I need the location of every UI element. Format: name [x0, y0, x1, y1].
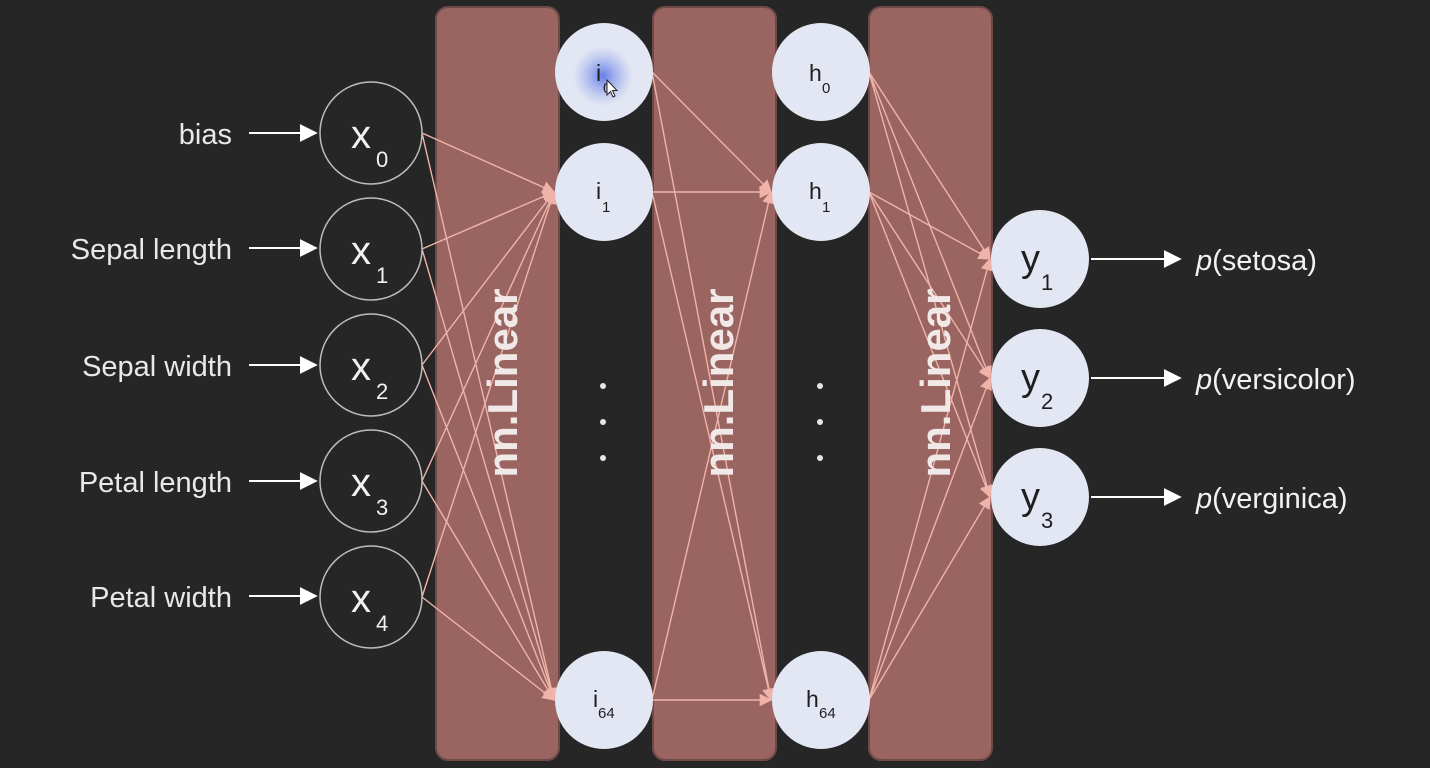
edge-x4-i64 — [421, 596, 555, 701]
input-node-x3-var: x — [351, 461, 371, 505]
output-node-y2-sub: 2 — [1041, 389, 1053, 414]
input-node-x2 — [319, 313, 423, 417]
output-prob-verginica: p(verginica) — [1195, 483, 1348, 515]
edge-x1-i64 — [421, 248, 557, 702]
linear-layer-1-label: nn.Linear — [479, 288, 526, 477]
hidden1-node-i0-var: i — [596, 60, 601, 86]
ellipsis-dot-1a — [600, 383, 606, 389]
output-node-y2 — [991, 329, 1089, 427]
input-node-x0-var: x — [351, 113, 371, 157]
layer-bands — [435, 6, 993, 761]
hidden2-node-h1-sub: 1 — [822, 199, 830, 216]
output-node-y3-sub: 3 — [1041, 508, 1053, 533]
edge-h64-y1 — [868, 257, 994, 701]
edge-h64-y3 — [868, 495, 991, 701]
output-nodes: y 1 y 2 y 3 — [991, 210, 1089, 546]
edge-h1-y1 — [868, 191, 992, 260]
input-label-bias: bias — [179, 119, 232, 151]
output-labels: p(setosa) p(versicolor) p(verginica) — [1091, 245, 1356, 515]
output-node-y1-var: y — [1021, 238, 1040, 280]
edge-x0-i64 — [421, 132, 558, 702]
edge-x3-i1 — [421, 190, 556, 482]
output-node-y1 — [991, 210, 1089, 308]
edge-x3-i64 — [421, 480, 555, 702]
input-node-x2-var: x — [351, 345, 371, 389]
input-label-petal-width: Petal width — [90, 582, 232, 614]
ellipsis-dot-2b — [817, 419, 823, 425]
output-prob-versicolor: p(versicolor) — [1195, 364, 1356, 396]
hidden1-node-i64 — [555, 651, 653, 749]
edge-h0-y1 — [868, 71, 991, 261]
edge-x1-i1 — [421, 190, 556, 250]
ellipsis-dot-1b — [600, 419, 606, 425]
hidden2-node-h1-var: h — [809, 178, 822, 204]
hidden2-node-h64-sub: 64 — [819, 705, 836, 722]
hidden-layer-2-nodes: h 0 h 1 h 64 — [772, 23, 870, 749]
mouse-pointer-icon — [606, 78, 619, 98]
input-label-petal-length: Petal length — [79, 467, 232, 499]
input-node-x1-var: x — [351, 229, 371, 273]
hidden1-node-i1-var: i — [596, 178, 601, 204]
output-node-y3 — [991, 448, 1089, 546]
edge-x0-i1 — [421, 132, 556, 194]
input-node-x4-var: x — [351, 577, 371, 621]
hidden2-node-h0-sub: 0 — [822, 80, 830, 97]
edge-h1-y3 — [868, 191, 992, 499]
input-label-sepal-length: Sepal length — [71, 234, 232, 266]
hidden-layer-1-nodes: i 0 i 1 i 64 — [555, 23, 653, 749]
hidden1-node-i64-sub: 64 — [598, 705, 615, 722]
linear-layer-3-label: nn.Linear — [912, 288, 959, 477]
edge-h64-y2 — [868, 376, 992, 701]
input-node-x0 — [319, 81, 423, 185]
output-node-y3-var: y — [1021, 476, 1040, 518]
edge-x2-i1 — [421, 190, 555, 366]
input-nodes: x 0 x 1 x 2 x 3 x 4 — [319, 81, 423, 649]
ellipsis-dot-2a — [817, 383, 823, 389]
ellipsis-dot-1c — [600, 455, 606, 461]
edge-x2-i64 — [421, 364, 556, 702]
hidden2-node-h0-var: h — [809, 60, 822, 86]
linear-layer-1-band — [435, 6, 560, 761]
input-node-x1-sub: 1 — [376, 263, 388, 288]
linear-layer-2-label: nn.Linear — [695, 288, 742, 477]
edge-i0-h1 — [651, 71, 772, 193]
input-node-x4 — [319, 545, 423, 649]
hidden1-node-i1-sub: 1 — [602, 199, 610, 216]
edge-x4-i1 — [421, 190, 557, 598]
input-node-x2-sub: 2 — [376, 379, 388, 404]
selection-highlight — [573, 46, 633, 106]
input-label-sepal-width: Sepal width — [82, 351, 232, 383]
hidden1-node-i64-var: i — [593, 686, 598, 712]
edge-i0-h64 — [651, 71, 776, 702]
hidden1-node-i1 — [555, 143, 653, 241]
input-labels: bias Sepal length Sepal width Petal leng… — [71, 119, 318, 614]
input-node-x0-sub: 0 — [376, 147, 388, 172]
input-node-x3 — [319, 429, 423, 533]
output-prob-setosa: p(setosa) — [1195, 245, 1317, 277]
output-node-y1-sub: 1 — [1041, 270, 1053, 295]
hidden2-node-h64-var: h — [806, 686, 819, 712]
output-node-y2-var: y — [1021, 357, 1040, 399]
edge-i64-h1 — [651, 190, 775, 701]
linear-layer-2-band — [652, 6, 777, 761]
edge-h1-y2 — [868, 191, 991, 380]
input-node-x1 — [319, 197, 423, 301]
input-node-x3-sub: 3 — [376, 495, 388, 520]
hidden2-node-h0 — [772, 23, 870, 121]
ellipsis-dot-2c — [817, 455, 823, 461]
layer-labels: nn.Linear nn.Linear nn.Linear — [479, 288, 959, 477]
input-node-x4-sub: 4 — [376, 611, 388, 636]
hidden2-node-h64 — [772, 651, 870, 749]
hidden2-node-h1 — [772, 143, 870, 241]
connection-edges — [421, 71, 994, 707]
